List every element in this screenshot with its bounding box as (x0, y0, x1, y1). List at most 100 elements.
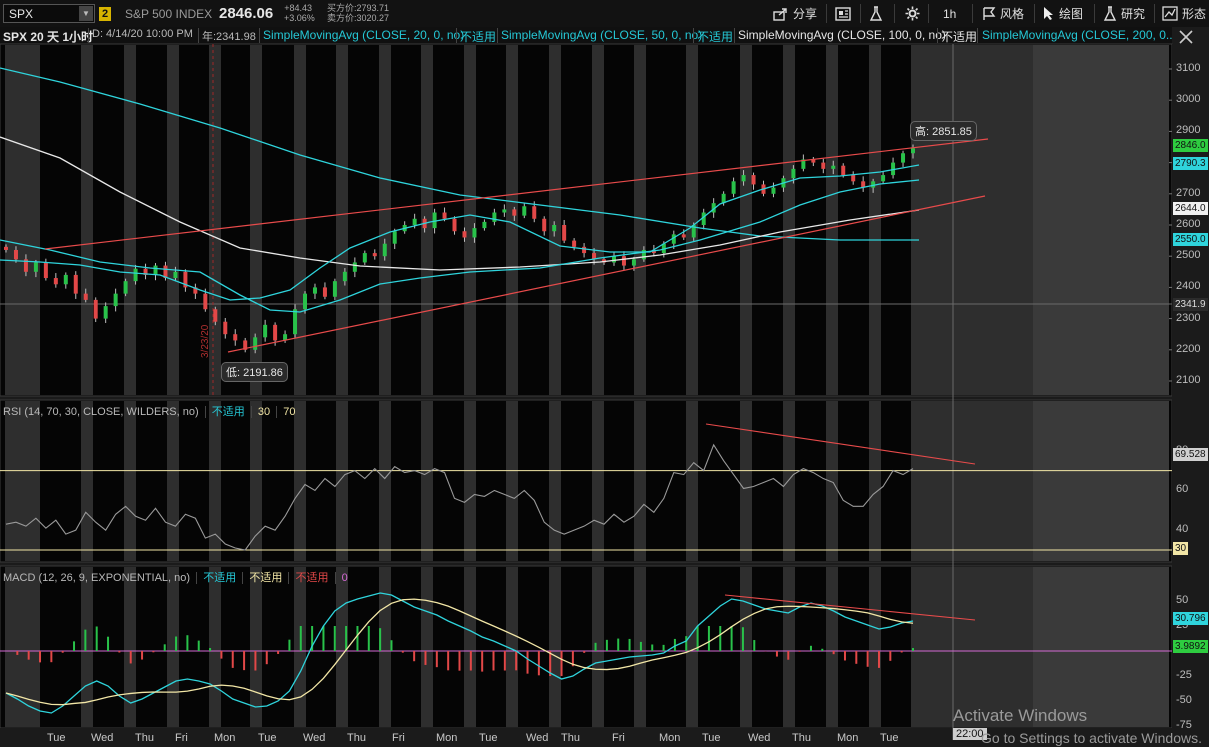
candle-body (103, 306, 108, 319)
sma100-line (0, 136, 920, 271)
rsi-tick-label: 40 (1176, 523, 1189, 536)
candle-body (392, 231, 397, 244)
candle-body (861, 181, 866, 188)
link-group-badge[interactable]: 2 (99, 7, 111, 21)
macd-histogram-bar (299, 626, 302, 651)
macd-histogram-bar (617, 638, 620, 651)
session-band (294, 45, 306, 395)
candle-body (871, 181, 876, 188)
settings-button[interactable] (905, 0, 920, 27)
macd-histogram-bar (787, 651, 790, 660)
macd-histogram-bar (311, 626, 314, 651)
session-band (379, 401, 391, 561)
rsi-value: 不适用 (211, 406, 245, 418)
candle-body (273, 324, 278, 341)
time-axis-day-label: Wed (526, 732, 549, 744)
macd-histogram-bar (798, 651, 801, 652)
flask-button[interactable] (869, 0, 883, 27)
studies-button[interactable]: 研究 (1103, 0, 1145, 27)
macd-histogram-bar (900, 651, 903, 653)
drawing-button[interactable]: 绘图 (1043, 0, 1083, 27)
sma100-tag: 2644.0 (1173, 202, 1208, 215)
session-band (379, 45, 391, 395)
macd-histogram-bar (141, 651, 144, 660)
candle-body (143, 268, 148, 275)
macd-histogram-bar (209, 648, 212, 651)
candle-body (552, 225, 557, 232)
future-area (1033, 401, 1169, 561)
rsi-tick-label: 60 (1176, 483, 1189, 496)
collapse-icon[interactable] (1178, 29, 1194, 45)
session-band (783, 567, 795, 727)
session-band (421, 567, 433, 727)
gear-icon (905, 6, 920, 21)
timeframe-button[interactable]: 1h (943, 0, 956, 27)
macd-histogram-bar (129, 651, 132, 664)
drawing-label: 绘图 (1059, 7, 1084, 21)
sma200-label[interactable]: SimpleMovingAvg (CLOSE, 200, 0... (982, 28, 1172, 42)
sma20-tag: 2790.3 (1173, 157, 1208, 170)
candle-body (283, 334, 288, 341)
session-band (209, 567, 221, 727)
macd-histogram-bar (741, 627, 744, 651)
macd-histogram-bar (288, 639, 291, 651)
session-band (464, 45, 476, 395)
candle-body (771, 187, 776, 194)
candle-body (891, 162, 896, 176)
rsi-title[interactable]: RSI (14, 70, 30, CLOSE, WILDERS, no) (3, 406, 199, 418)
sma100-label[interactable]: SimpleMovingAvg (CLOSE, 100, 0, no) (738, 28, 946, 42)
macd-tick-label: 50 (1176, 594, 1189, 606)
time-axis-day-label: Fri (612, 732, 625, 744)
session-band (336, 45, 348, 395)
time-axis-day-label: Tue (479, 732, 498, 744)
macd-histogram-bar (186, 635, 189, 651)
rsi-value-tag: 69.528 (1173, 448, 1208, 461)
candle-body (372, 253, 377, 257)
macd-histogram-bar (673, 638, 676, 651)
candle-body (851, 175, 856, 182)
symbol-selector[interactable]: SPX ▼ (3, 4, 95, 23)
news-icon (835, 6, 851, 21)
patterns-button[interactable]: 形态 (1162, 0, 1206, 27)
candle-body (621, 256, 626, 266)
sma20-label[interactable]: SimpleMovingAvg (CLOSE, 20, 0, no) (263, 28, 465, 42)
candle-body (382, 243, 387, 257)
style-button[interactable]: 风格 (982, 0, 1024, 27)
session-band (167, 567, 179, 727)
sma50-label[interactable]: SimpleMovingAvg (CLOSE, 50, 0, no) (501, 28, 703, 42)
macd-histogram-bar (662, 644, 665, 651)
candle-body (412, 218, 417, 225)
macd-histogram-bar (322, 626, 325, 651)
cursor-time-tag: 22:00 (953, 728, 987, 740)
high-callout: 高: 2851.85 (910, 121, 977, 141)
session-band (250, 401, 262, 561)
session-band (336, 401, 348, 561)
macd-histogram-bar (503, 651, 506, 671)
patterns-label: 形态 (1182, 7, 1207, 21)
macd-histogram-bar (50, 651, 53, 663)
candle-body (253, 337, 258, 350)
macd-histogram-bar (696, 626, 699, 651)
time-axis-day-label: Tue (258, 732, 277, 744)
cursor-price-tag: 2341.9 (1173, 298, 1208, 311)
candle-body (442, 212, 447, 219)
time-axis-day-label: Wed (748, 732, 771, 744)
macd-histogram-bar (685, 636, 688, 651)
macd-histogram-bar (435, 651, 438, 668)
session-band (634, 45, 646, 395)
session-band (167, 401, 179, 561)
macd-histogram-bar (152, 651, 155, 653)
macd-histogram-bar (118, 651, 121, 653)
macd-histogram-bar (549, 651, 552, 676)
time-axis-day-label: Wed (303, 732, 326, 744)
macd-histogram-bar (345, 626, 348, 651)
share-button[interactable]: 分享 (773, 0, 817, 27)
price-tick-label: 2700 (1176, 186, 1201, 199)
candle-body (462, 231, 467, 238)
macd-title[interactable]: MACD (12, 26, 9, EXPONENTIAL, no) (3, 572, 191, 584)
chevron-down-icon[interactable]: ▼ (79, 6, 93, 21)
time-axis-day-label: Wed (91, 732, 114, 744)
session-band (421, 401, 433, 561)
news-button[interactable] (835, 0, 851, 27)
